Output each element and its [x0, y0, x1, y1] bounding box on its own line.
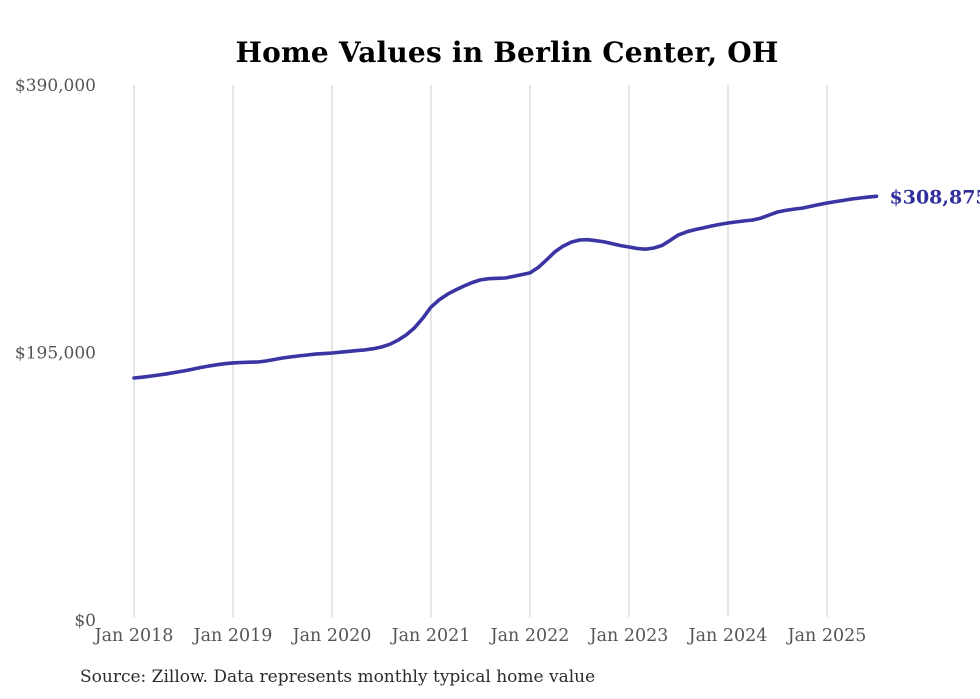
- x-axis-label-2020-01: Jan 2020: [291, 626, 372, 646]
- x-axis-label-2025-01: Jan 2025: [786, 626, 867, 646]
- home-value-line: [132, 194, 879, 380]
- x-axis-label-2019-01: Jan 2019: [192, 626, 273, 646]
- x-axis-label-2021-01: Jan 2021: [390, 626, 471, 646]
- end-value-label: $308,875: [890, 186, 980, 208]
- x-axis-label-2024-01: Jan 2024: [687, 626, 768, 646]
- x-axis-label-2022-01: Jan 2022: [489, 626, 570, 646]
- chart-title: Home Values in Berlin Center, OH: [235, 36, 779, 69]
- x-axis-label-2018-01: Jan 2018: [93, 626, 174, 646]
- source-note: Source: Zillow. Data represents monthly …: [80, 667, 596, 687]
- line-chart-plot: Jan 2018 Jan 2019 Jan 2020 Jan 2021 Jan 2022…: [15, 76, 980, 646]
- y-axis-label-0: $0: [74, 611, 96, 631]
- x-axis-label-2023-01: Jan 2023: [588, 626, 669, 646]
- y-axis-label-195000: $195,000: [15, 344, 96, 364]
- y-axis-label-390000: $390,000: [15, 76, 96, 96]
